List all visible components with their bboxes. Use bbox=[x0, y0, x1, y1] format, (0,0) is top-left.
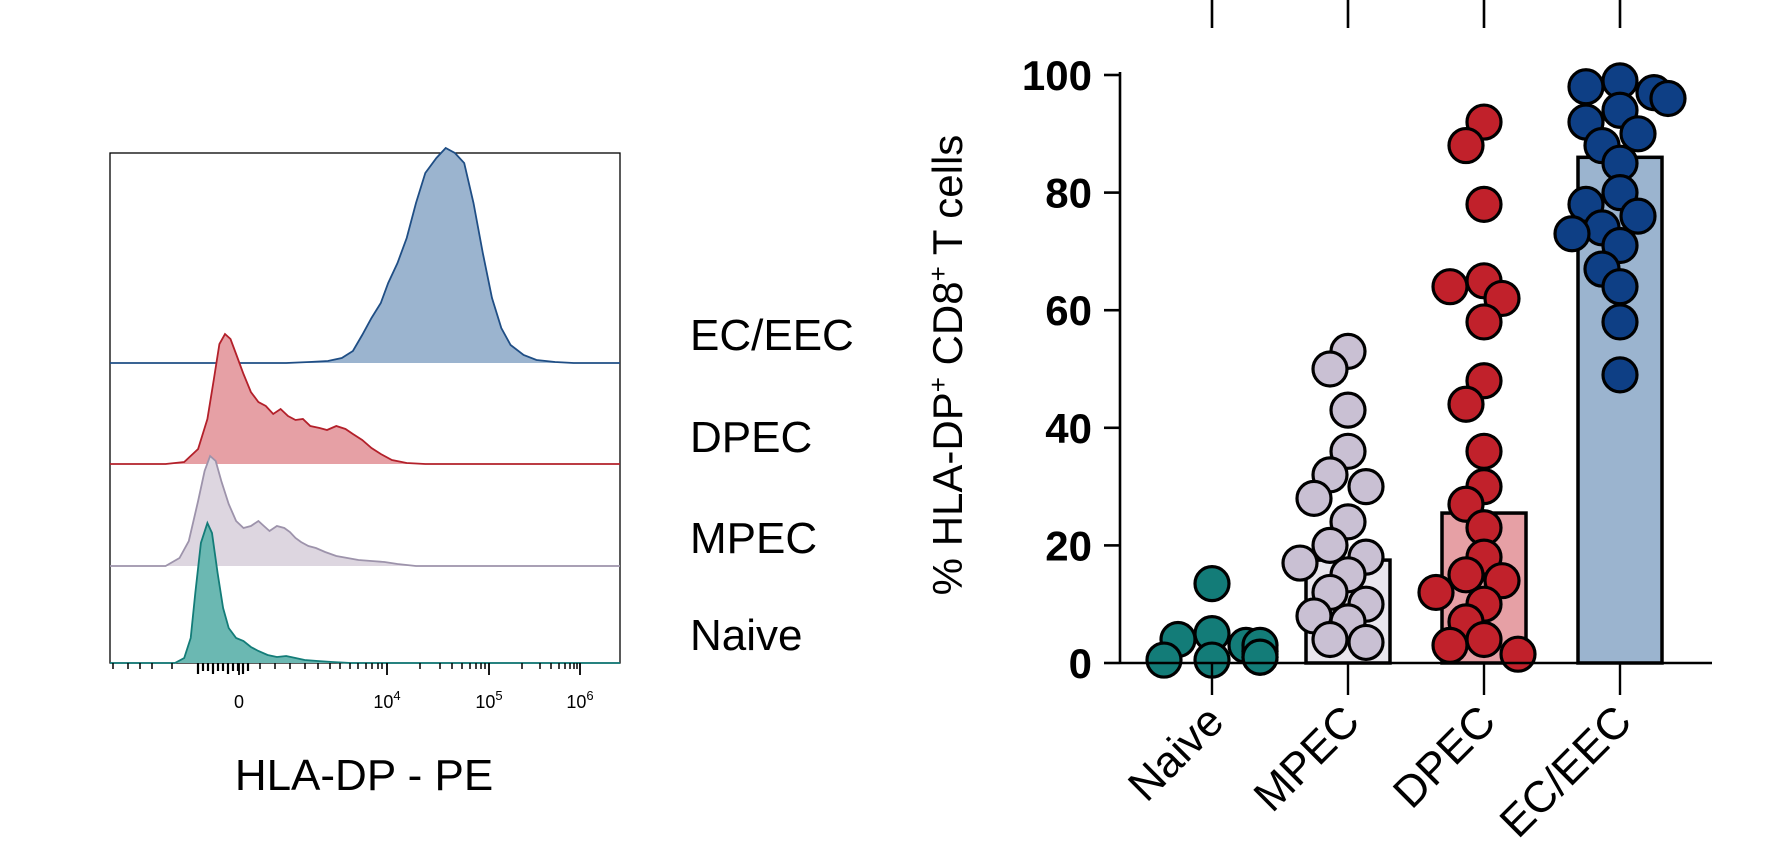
histogram-label-0: EC/EEC bbox=[690, 311, 854, 360]
hist-tick-label-base: 10 bbox=[475, 692, 495, 712]
data-point-EC/EEC bbox=[1567, 68, 1605, 106]
y-tick-label-4: 80 bbox=[1045, 170, 1092, 217]
data-point-EC/EEC bbox=[1619, 197, 1657, 235]
hist-tick-label-1: 104 bbox=[373, 688, 400, 712]
y-tick-label-0: 0 bbox=[1069, 640, 1092, 687]
histogram-line-1 bbox=[110, 332, 620, 465]
hist-tick-label-exp: 4 bbox=[393, 688, 400, 703]
data-point-MPEC bbox=[1281, 544, 1319, 582]
data-point-DPEC bbox=[1447, 385, 1485, 423]
histogram-line-2 bbox=[110, 454, 620, 567]
data-point-DPEC bbox=[1431, 268, 1469, 306]
data-point-DPEC bbox=[1465, 303, 1503, 341]
data-point-MPEC bbox=[1311, 350, 1349, 388]
y-axis-label-mid: CD8 bbox=[924, 281, 971, 377]
x-tick-label-Naive: Naive bbox=[1119, 696, 1233, 810]
x-tick-label-DPEC: DPEC bbox=[1384, 696, 1505, 817]
data-point-DPEC bbox=[1417, 573, 1455, 612]
hist-tick-label-base: 10 bbox=[373, 692, 393, 712]
hist-tick-label-3: 106 bbox=[566, 688, 593, 712]
y-tick-label-5: 100 bbox=[1022, 52, 1092, 99]
y-axis-label-sup2: + bbox=[923, 266, 953, 281]
y-axis-label-end: T cells bbox=[924, 135, 971, 267]
histogram-x-tick-labels: 0 104 105 106 bbox=[234, 688, 594, 712]
hist-tick-label-2: 105 bbox=[475, 688, 502, 712]
data-point-MPEC bbox=[1347, 468, 1385, 506]
significance-bracket-ticks bbox=[1210, 0, 1622, 28]
data-point-EC/EEC bbox=[1553, 215, 1591, 253]
histogram-label-3: Naive bbox=[690, 611, 803, 660]
data-point-DPEC bbox=[1465, 432, 1503, 470]
hist-tick-label-exp: 5 bbox=[495, 688, 502, 703]
data-point-EC/EEC bbox=[1619, 115, 1657, 153]
data-point-DPEC bbox=[1447, 556, 1485, 594]
data-point-MPEC bbox=[1329, 391, 1367, 429]
histogram-x-axis-ticks bbox=[112, 663, 581, 675]
histogram-x-axis-label: HLA-DP - PE bbox=[235, 751, 493, 800]
data-point-DPEC bbox=[1431, 626, 1469, 664]
data-point-EC/EEC bbox=[1649, 79, 1687, 118]
hist-tick-label-base: 10 bbox=[566, 692, 586, 712]
histogram-series-labels: EC/EEC DPEC MPEC Naive bbox=[690, 311, 854, 660]
data-point-MPEC bbox=[1347, 623, 1385, 662]
histogram-area-0 bbox=[110, 148, 620, 363]
hist-tick-label-exp: 6 bbox=[586, 688, 593, 703]
y-axis-label-sup1: + bbox=[923, 377, 953, 392]
data-point-DPEC bbox=[1499, 635, 1537, 673]
histogram-line-3 bbox=[110, 520, 620, 664]
y-axis-label: % HLA-DP+ CD8+ T cells bbox=[923, 135, 971, 596]
data-point-MPEC bbox=[1311, 620, 1349, 659]
histogram-line-0 bbox=[110, 146, 620, 364]
data-point-DPEC bbox=[1447, 126, 1485, 165]
histogram-area-1 bbox=[110, 334, 620, 464]
data-point-Naive bbox=[1241, 638, 1279, 676]
hist-tick-label-base: 0 bbox=[234, 692, 244, 712]
y-axis-label-main: % HLA-DP bbox=[924, 392, 971, 595]
dot-group bbox=[1145, 62, 1687, 679]
histogram-label-1: DPEC bbox=[690, 413, 812, 462]
data-point-Naive bbox=[1193, 565, 1231, 603]
data-point-EC/EEC bbox=[1601, 356, 1639, 394]
histogram-area-3 bbox=[110, 523, 620, 663]
x-tick-label-MPEC: MPEC bbox=[1245, 696, 1370, 821]
data-point-Naive bbox=[1145, 641, 1183, 679]
histogram-panel: 0 104 105 106 HLA-DP - PE EC/EECDPECMPECNai… bbox=[109, 146, 854, 800]
x-axis-ticks bbox=[1210, 663, 1622, 695]
y-tick-label-1: 20 bbox=[1045, 522, 1092, 569]
y-axis-ticks: 0 20 40 60 80 100 bbox=[1022, 52, 1120, 687]
data-point-MPEC bbox=[1295, 479, 1333, 517]
x-tick-label-EC/EEC: EC/EEC bbox=[1491, 696, 1641, 846]
hist-tick-label-0: 0 bbox=[234, 692, 244, 712]
histogram-label-2: MPEC bbox=[690, 514, 817, 563]
data-point-EC/EEC bbox=[1601, 303, 1639, 341]
data-point-MPEC bbox=[1311, 526, 1349, 565]
histogram-frame bbox=[109, 152, 621, 664]
data-point-DPEC bbox=[1465, 620, 1503, 659]
data-point-DPEC bbox=[1465, 185, 1503, 223]
y-tick-label-3: 60 bbox=[1045, 287, 1092, 334]
data-point-EC/EEC bbox=[1601, 268, 1639, 306]
histogram-area-2 bbox=[110, 456, 620, 566]
y-tick-label-2: 40 bbox=[1045, 405, 1092, 452]
histogram-series-group bbox=[110, 146, 620, 664]
